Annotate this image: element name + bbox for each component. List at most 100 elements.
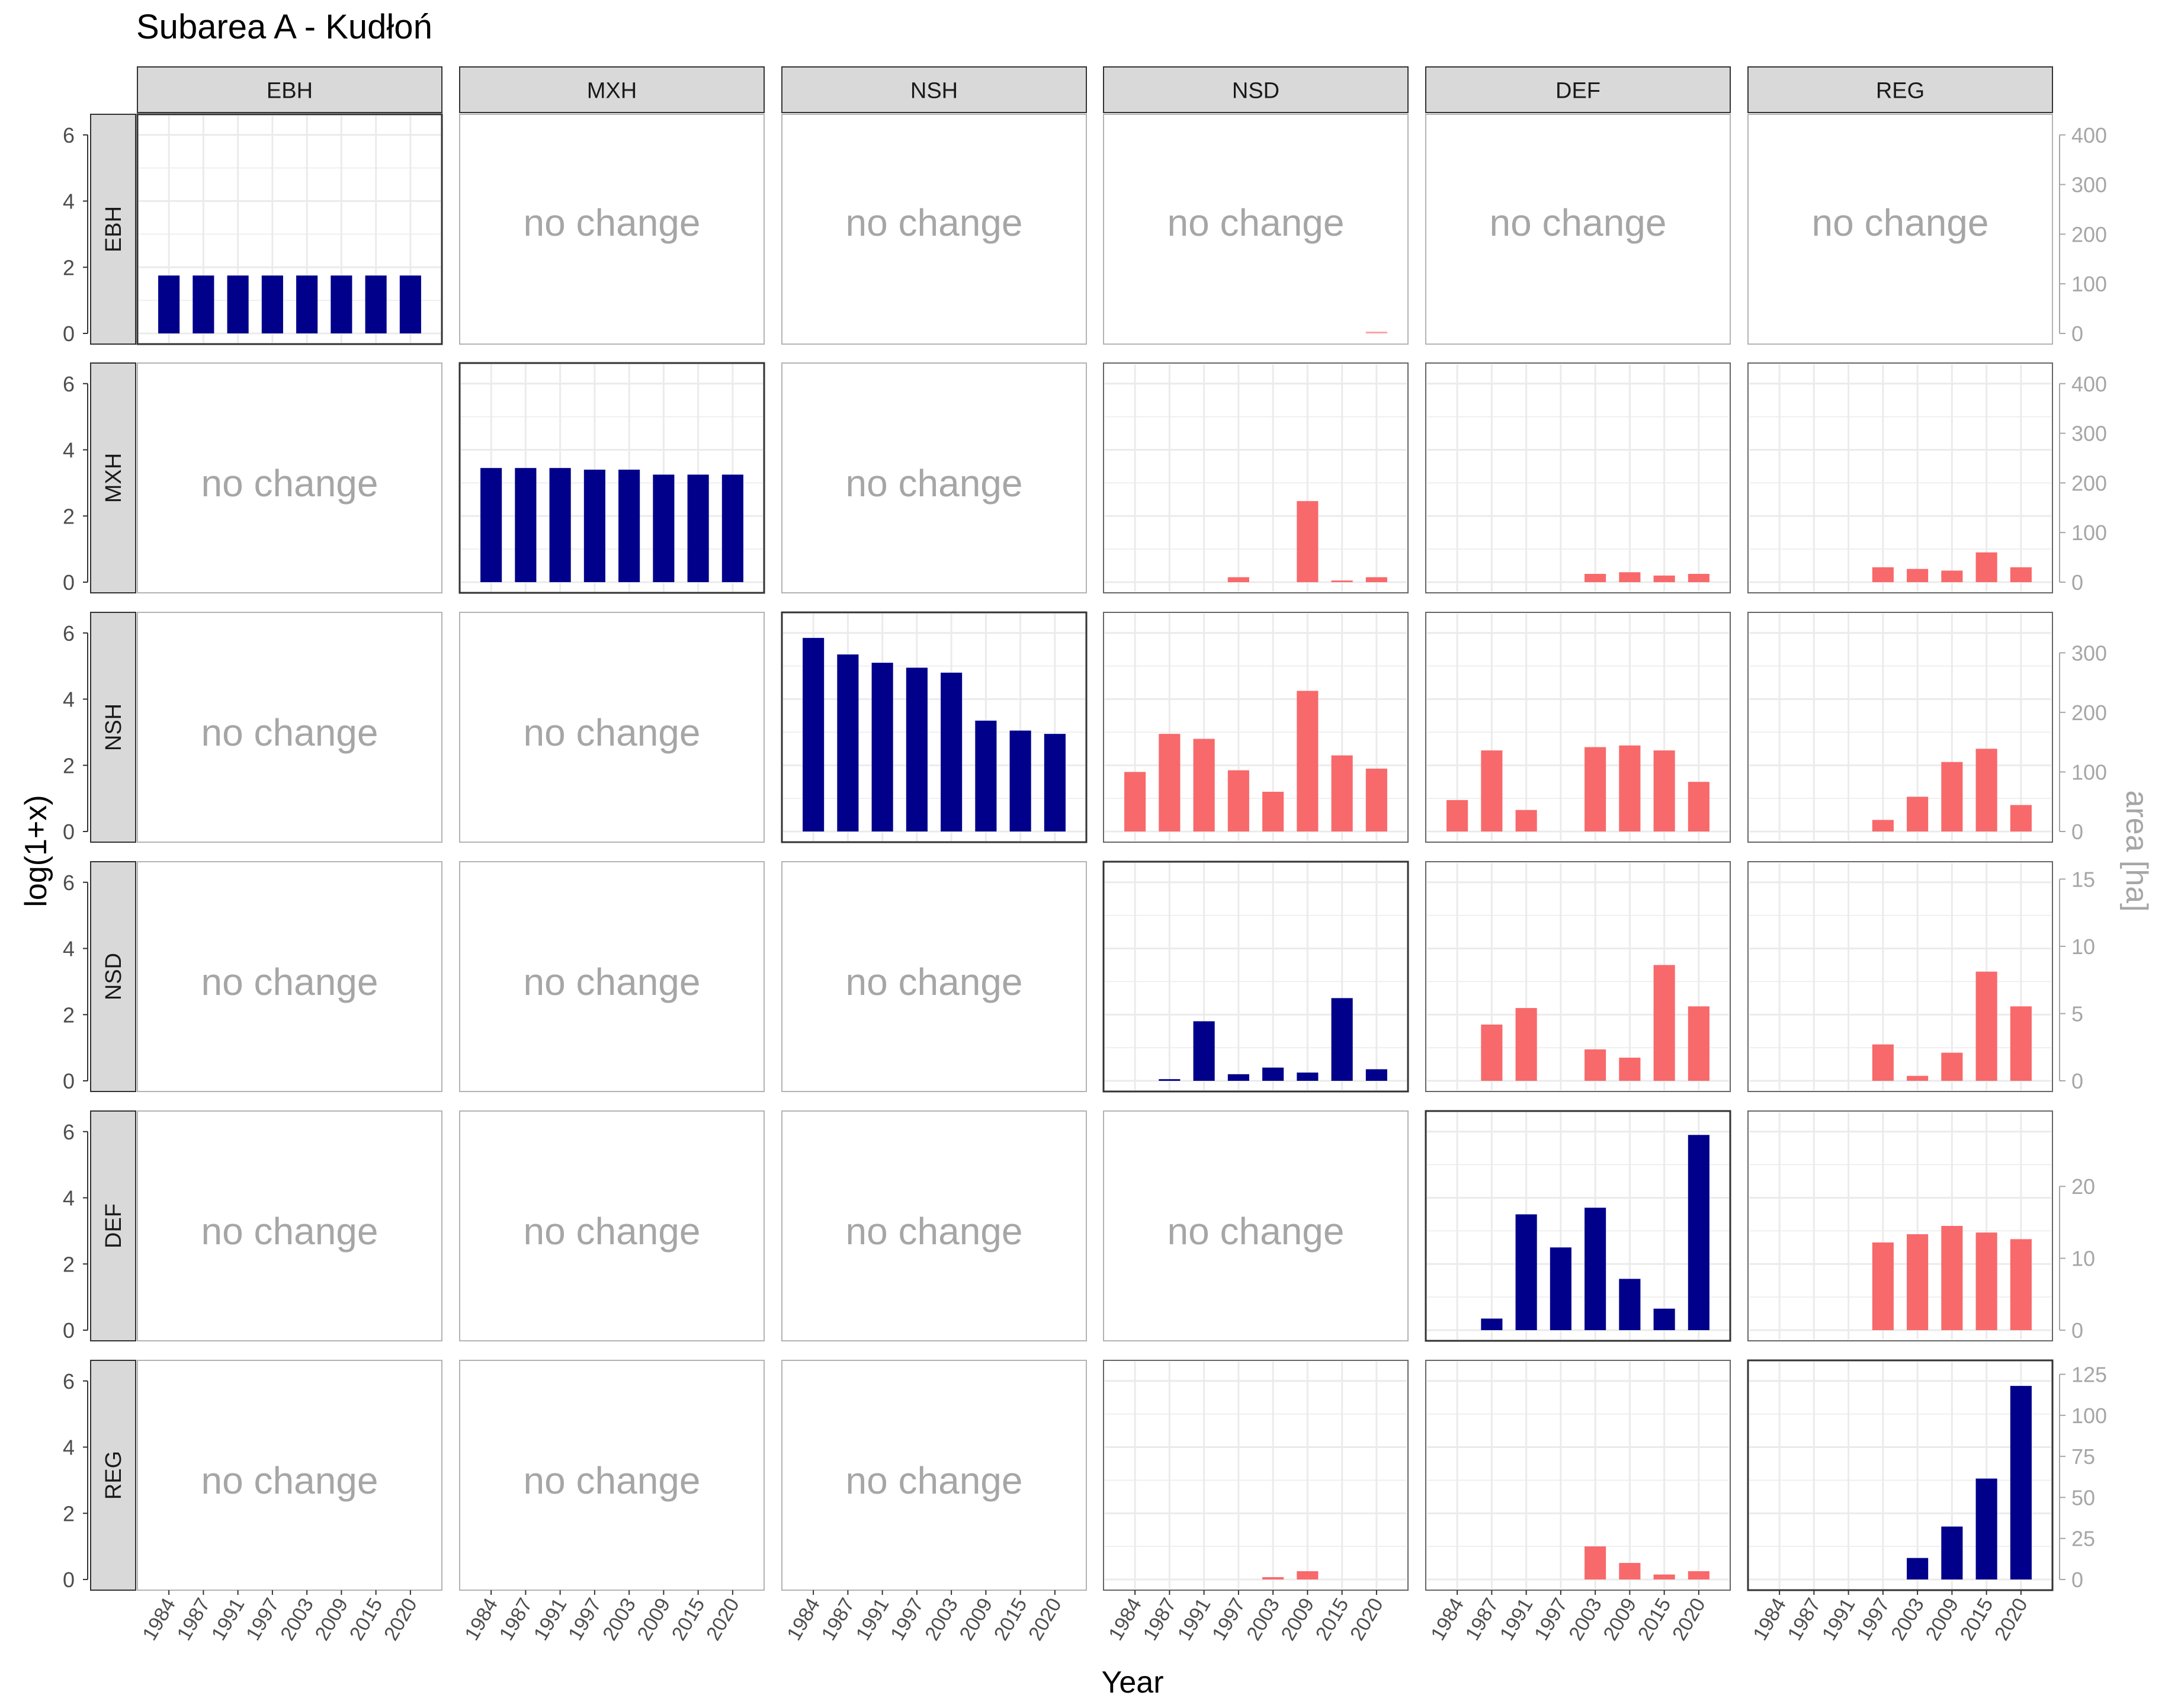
left-axis-tick-label: 2 bbox=[63, 1501, 75, 1526]
facet-panel-nsh-nsd bbox=[1103, 612, 1409, 843]
bar-def-reg-1997 bbox=[1872, 1242, 1894, 1330]
panel-background bbox=[1103, 114, 1409, 345]
x-axis-tick-label: 2015 bbox=[668, 1594, 710, 1645]
x-axis-tick-label: 2009 bbox=[633, 1594, 675, 1645]
no-change-label: no change bbox=[524, 711, 701, 754]
bar-def-def-1997 bbox=[1550, 1247, 1571, 1330]
facet-panel-mxh-nsh: no change bbox=[781, 362, 1087, 593]
no-change-label: no change bbox=[1812, 201, 1989, 244]
facet-panel-def-ebh: no change bbox=[137, 1110, 442, 1341]
facet-panel-def-nsh: no change bbox=[781, 1110, 1087, 1341]
column-strip-reg bbox=[1747, 66, 2053, 113]
right-axis-tick-label: 100 bbox=[2071, 272, 2107, 296]
right-axis-tick-label: 50 bbox=[2071, 1485, 2095, 1510]
left-axis-tick-label: 2 bbox=[63, 753, 75, 778]
bar-reg-def-2015 bbox=[1653, 1574, 1675, 1579]
panel-background bbox=[781, 611, 1088, 843]
x-axis-tick-label: 2020 bbox=[1346, 1594, 1388, 1645]
right-axis-tick-label: 15 bbox=[2071, 867, 2095, 891]
row-strip-label: EBH bbox=[101, 206, 126, 252]
x-axis-tick-label: 2015 bbox=[990, 1594, 1032, 1645]
panel-background bbox=[459, 612, 765, 843]
bar-nsh-nsh-1991 bbox=[871, 663, 893, 831]
no-change-label: no change bbox=[846, 201, 1023, 244]
facet-panel-nsd-def bbox=[1425, 861, 1731, 1092]
row-strip-label: MXH bbox=[101, 453, 126, 503]
right-axis-tick-label: 75 bbox=[2071, 1444, 2095, 1469]
x-axis-tick-label: 1987 bbox=[1139, 1594, 1181, 1645]
x-axis-tick-label: 2003 bbox=[1887, 1594, 1929, 1645]
left-axis-tick-label: 0 bbox=[63, 1568, 75, 1592]
bar-nsh-nsd-1984 bbox=[1124, 772, 1146, 831]
bar-mxh-nsd-1997 bbox=[1227, 577, 1249, 582]
right-axis-tick-label: 0 bbox=[2071, 1069, 2083, 1093]
row-strip-label: NSD bbox=[101, 953, 126, 1000]
panel-background bbox=[1103, 362, 1409, 593]
x-axis-tick-label: 2015 bbox=[1956, 1594, 1998, 1645]
bar-mxh-mxh-1984 bbox=[480, 468, 502, 582]
facet-panel-ebh-nsd: no change bbox=[1103, 114, 1409, 345]
panel-background bbox=[1103, 1110, 1409, 1341]
row-strip-ebh bbox=[90, 114, 136, 345]
panel-background bbox=[458, 362, 765, 594]
bar-mxh-def-2009 bbox=[1619, 572, 1641, 582]
x-axis-tick-label: 1997 bbox=[242, 1594, 284, 1645]
no-change-label: no change bbox=[201, 961, 379, 1003]
bar-mxh-mxh-1997 bbox=[583, 470, 605, 582]
left-axis-tick-label: 6 bbox=[63, 372, 75, 396]
no-change-label: no change bbox=[1490, 201, 1667, 244]
bar-nsd-nsd-2015 bbox=[1331, 998, 1353, 1081]
x-axis-tick-label: 1987 bbox=[173, 1594, 215, 1645]
x-axis-tick-label: 1991 bbox=[852, 1594, 894, 1645]
bar-nsh-nsd-2015 bbox=[1331, 755, 1353, 831]
facet-panel-reg-ebh: no change bbox=[137, 1360, 442, 1591]
bar-ebh-ebh-1984 bbox=[158, 275, 180, 333]
bar-mxh-mxh-2020 bbox=[721, 474, 743, 582]
facet-panel-ebh-mxh: no change bbox=[459, 114, 765, 345]
x-axis-tick-label: 1987 bbox=[495, 1594, 537, 1645]
left-axis-tick-label: 0 bbox=[63, 322, 75, 346]
no-change-label: no change bbox=[1168, 201, 1345, 244]
panel-background bbox=[1747, 362, 2053, 593]
left-axis-tick-label: 6 bbox=[63, 871, 75, 895]
bar-reg-def-2003 bbox=[1585, 1546, 1606, 1579]
bar-nsh-nsh-1984 bbox=[803, 638, 825, 831]
bar-def-reg-2003 bbox=[1907, 1234, 1929, 1330]
left-axis-tick-label: 4 bbox=[63, 1186, 75, 1211]
bar-reg-reg-2003 bbox=[1907, 1558, 1929, 1579]
right-axis-tick-label: 0 bbox=[2071, 322, 2083, 346]
x-axis-tick-label: 2003 bbox=[598, 1594, 640, 1645]
x-axis-tick-label: 1991 bbox=[1496, 1594, 1538, 1645]
panel-background bbox=[1747, 114, 2053, 345]
x-axis-tick-label: 2009 bbox=[1922, 1594, 1964, 1645]
x-axis-tick-label: 1984 bbox=[782, 1594, 825, 1645]
no-change-label: no change bbox=[1168, 1210, 1345, 1253]
facet-panel-reg-nsd bbox=[1103, 1360, 1409, 1591]
bar-nsd-def-2009 bbox=[1619, 1057, 1641, 1081]
panel-background bbox=[459, 114, 765, 345]
left-axis-tick-label: 2 bbox=[63, 255, 75, 280]
right-axis-tick-label: 0 bbox=[2071, 820, 2083, 844]
right-axis-tick-label: 10 bbox=[2071, 1247, 2095, 1271]
left-axis-tick-label: 0 bbox=[63, 570, 75, 595]
x-axis-tick-label: 2009 bbox=[955, 1594, 997, 1645]
y-axis-title-left: log(1+x) bbox=[19, 795, 53, 907]
x-axis-tick-label: 2020 bbox=[380, 1594, 422, 1645]
facet-panel-def-reg bbox=[1747, 1110, 2053, 1341]
right-axis-tick-label: 0 bbox=[2071, 1568, 2083, 1592]
x-axis-tick-label: 1984 bbox=[460, 1594, 502, 1645]
column-strip-label: MXH bbox=[587, 79, 637, 104]
x-axis-tick-label: 1991 bbox=[1173, 1594, 1215, 1645]
no-change-label: no change bbox=[201, 1459, 379, 1502]
x-axis-tick-label: 2003 bbox=[1564, 1594, 1606, 1645]
bar-mxh-reg-2015 bbox=[1975, 552, 1997, 582]
bar-reg-reg-2015 bbox=[1975, 1478, 1997, 1579]
x-axis-tick-label: 1984 bbox=[1104, 1594, 1146, 1645]
panel-background bbox=[781, 362, 1087, 593]
row-strip-label: REG bbox=[101, 1451, 126, 1500]
x-axis-tick-label: 1991 bbox=[207, 1594, 249, 1645]
no-change-label: no change bbox=[201, 711, 379, 754]
facet-panel-nsd-mxh: no change bbox=[459, 861, 765, 1092]
right-axis-tick-label: 200 bbox=[2071, 701, 2107, 725]
